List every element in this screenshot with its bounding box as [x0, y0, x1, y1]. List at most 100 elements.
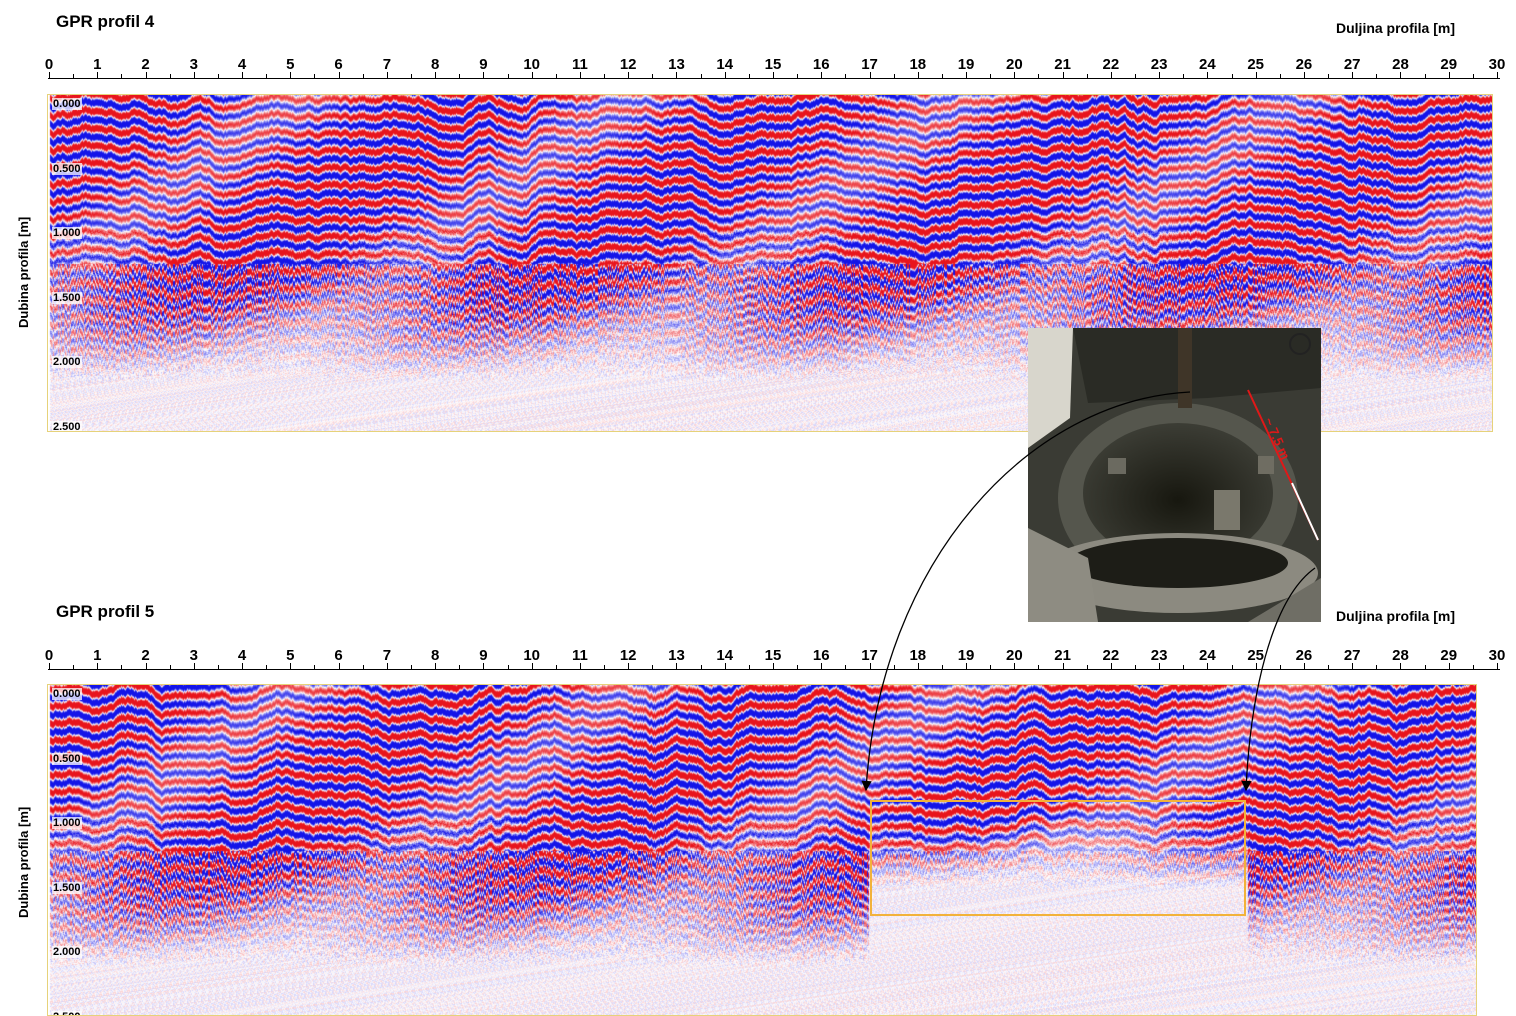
x-tick-label: 24 — [1199, 647, 1216, 664]
x-tick-label: 4 — [237, 56, 247, 73]
depth-tick-label: 0.500 — [52, 163, 82, 175]
x-tick-mark — [942, 74, 943, 78]
x-tick-mark — [604, 665, 605, 669]
x-tick-mark — [1400, 72, 1401, 78]
x-tick-label: 27 — [1343, 56, 1361, 73]
x-tick-mark — [194, 663, 195, 669]
x-tick-label: 24 — [1199, 56, 1216, 73]
x-tick-label: 18 — [909, 56, 927, 73]
x-tick-mark — [990, 665, 991, 669]
x-tick-mark — [1232, 74, 1233, 78]
x-tick-label: 25 — [1247, 647, 1264, 664]
x-tick-mark — [1063, 663, 1064, 669]
x-tick-mark — [1232, 665, 1233, 669]
x-tick-mark — [121, 74, 122, 78]
x-tick-mark — [435, 72, 436, 78]
anomaly-highlight-box — [870, 800, 1246, 916]
x-tick-mark — [73, 74, 74, 78]
x-tick-mark — [242, 72, 243, 78]
x-tick-mark — [942, 665, 943, 669]
x-tick-label: 10 — [523, 647, 540, 664]
x-tick-label: 12 — [619, 647, 637, 664]
x-tick-label: 4 — [237, 647, 247, 664]
x-tick-mark — [580, 72, 581, 78]
x-tick-label: 9 — [479, 647, 488, 664]
x-tick-mark — [652, 74, 653, 78]
x-tick-mark — [1449, 72, 1450, 78]
x-tick-mark — [290, 72, 291, 78]
x-tick-mark — [894, 74, 895, 78]
x-tick-mark — [1449, 663, 1450, 669]
depth-tick-label: 2.500 — [52, 421, 82, 432]
x-tick-mark — [194, 72, 195, 78]
x-tick-label: 10 — [523, 56, 540, 73]
x-tick-mark — [1352, 663, 1353, 669]
x-tick-label: 3 — [189, 56, 198, 73]
x-tick-mark — [266, 665, 267, 669]
x-tick-mark — [146, 72, 147, 78]
x-tick-mark — [1328, 74, 1329, 78]
x-tick-mark — [845, 74, 846, 78]
x-tick-label: 22 — [1102, 56, 1120, 73]
profile-4-ylabel: Dubina profila [m] — [16, 216, 31, 328]
x-tick-label: 7 — [382, 56, 392, 73]
profile-4-xlabel: Duljina profila [m] — [1336, 20, 1455, 36]
depth-tick-label: 1.000 — [52, 817, 82, 829]
x-tick-mark — [146, 663, 147, 669]
x-tick-label: 6 — [334, 56, 343, 73]
x-tick-label: 13 — [668, 647, 685, 664]
profile-5-x-axis — [48, 669, 1500, 670]
x-tick-mark — [483, 72, 484, 78]
x-tick-label: 28 — [1392, 56, 1409, 73]
x-tick-mark — [894, 665, 895, 669]
x-tick-label: 2 — [141, 56, 150, 73]
x-tick-mark — [1280, 665, 1281, 669]
x-tick-mark — [652, 665, 653, 669]
x-tick-mark — [966, 72, 967, 78]
x-tick-mark — [1497, 663, 1498, 669]
x-tick-mark — [749, 74, 750, 78]
x-tick-label: 1 — [93, 647, 102, 664]
depth-tick-label: 2.500 — [52, 1011, 82, 1015]
x-tick-mark — [870, 663, 871, 669]
x-tick-label: 0 — [44, 647, 54, 664]
x-tick-mark — [218, 74, 219, 78]
x-tick-mark — [1473, 74, 1474, 78]
x-tick-label: 11 — [571, 647, 588, 664]
x-tick-mark — [266, 74, 267, 78]
x-tick-mark — [556, 74, 557, 78]
x-tick-mark — [49, 72, 50, 78]
x-tick-label: 5 — [286, 56, 295, 73]
x-tick-mark — [604, 74, 605, 78]
x-tick-mark — [676, 72, 677, 78]
x-tick-label: 28 — [1392, 647, 1409, 664]
x-tick-mark — [749, 665, 750, 669]
depth-tick-label: 0.000 — [52, 688, 82, 700]
x-tick-label: 2 — [141, 647, 150, 664]
x-tick-label: 16 — [812, 647, 830, 664]
x-tick-mark — [797, 74, 798, 78]
x-tick-mark — [314, 665, 315, 669]
x-tick-label: 20 — [1005, 647, 1023, 664]
x-tick-mark — [1159, 72, 1160, 78]
x-tick-mark — [387, 663, 388, 669]
x-tick-label: 30 — [1488, 56, 1506, 73]
x-tick-mark — [1304, 72, 1305, 78]
x-tick-label: 15 — [764, 647, 782, 664]
x-tick-label: 12 — [619, 56, 637, 73]
x-tick-label: 13 — [668, 56, 685, 73]
x-tick-mark — [1111, 72, 1112, 78]
x-tick-mark — [1135, 665, 1136, 669]
x-tick-label: 17 — [861, 647, 878, 664]
x-tick-mark — [73, 665, 74, 669]
x-tick-label: 7 — [382, 647, 392, 664]
profile-5-title: GPR profil 5 — [56, 602, 155, 621]
x-tick-mark — [1063, 72, 1064, 78]
x-tick-mark — [483, 663, 484, 669]
x-tick-mark — [97, 72, 98, 78]
depth-tick-label: 2.000 — [52, 356, 82, 368]
x-tick-mark — [242, 663, 243, 669]
x-tick-mark — [170, 665, 171, 669]
x-tick-mark — [773, 72, 774, 78]
x-tick-label: 30 — [1488, 647, 1506, 664]
